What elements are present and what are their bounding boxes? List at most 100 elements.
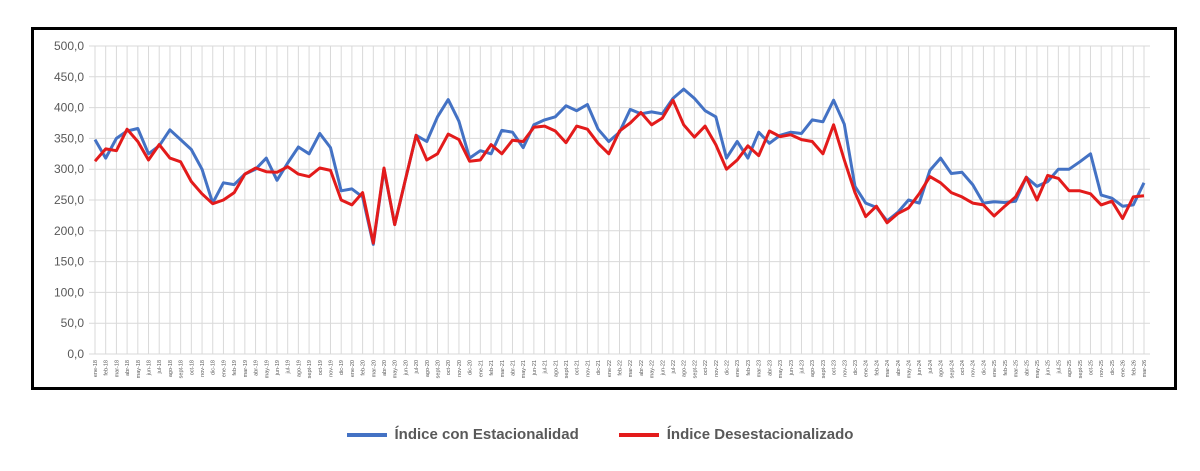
x-tick-label: feb-23	[746, 360, 752, 376]
x-tick-label: abr-21	[510, 360, 516, 376]
x-tick-label: oct-18	[189, 360, 195, 375]
x-tick-label: jun-21	[532, 360, 538, 376]
x-tick-label: mar-18	[114, 360, 120, 377]
x-tick-label: abr-22	[639, 360, 645, 376]
x-tick-label: mar-26	[1142, 360, 1148, 377]
x-tick-label: feb-19	[232, 360, 238, 376]
x-tick-label: may-21	[521, 360, 527, 378]
x-tick-label: jun-22	[660, 360, 666, 376]
x-tick-label: sept-22	[692, 360, 698, 378]
x-tick-label: abr-19	[254, 360, 260, 376]
x-tick-label: jun-19	[275, 360, 281, 376]
x-tick-label: ago-23	[810, 360, 816, 377]
y-tick-label: 200,0	[54, 224, 84, 238]
x-tick-label: sept-23	[821, 360, 827, 378]
x-tick-label: jun-23	[789, 360, 795, 376]
x-tick-label: may-25	[1035, 360, 1041, 378]
x-tick-label: oct-19	[318, 360, 324, 375]
x-tick-label: jul-21	[543, 360, 549, 374]
x-tick-label: abr-24	[896, 360, 902, 376]
x-tick-label: jun-25	[1046, 360, 1052, 376]
x-tick-label: ene-24	[864, 360, 870, 377]
x-tick-label: ago-19	[296, 360, 302, 377]
x-tick-label: nov-18	[200, 360, 206, 377]
x-tick-label: ene-18	[93, 360, 99, 377]
x-tick-label: jun-18	[147, 360, 153, 376]
y-tick-label: 350,0	[54, 131, 84, 145]
y-tick-label: 400,0	[54, 101, 84, 115]
x-tick-label: dic-24	[981, 360, 987, 375]
x-tick-label: dic-19	[339, 360, 345, 375]
x-tick-label: dic-22	[725, 360, 731, 375]
x-tick-label: ago-18	[168, 360, 174, 377]
x-tick-label: may-20	[393, 360, 399, 378]
x-tick-label: ene-19	[221, 360, 227, 377]
x-tick-label: feb-22	[618, 360, 624, 376]
x-tick-label: feb-26	[1131, 360, 1137, 376]
x-tick-label: ene-21	[478, 360, 484, 377]
x-tick-label: abr-25	[1024, 360, 1030, 376]
x-tick-label: nov-22	[714, 360, 720, 377]
x-tick-label: may-24	[907, 360, 913, 378]
x-tick-label: may-22	[650, 360, 656, 378]
x-tick-label: dic-18	[211, 360, 217, 375]
x-tick-label: feb-25	[1003, 360, 1009, 376]
x-tick-label: sept-20	[436, 360, 442, 378]
x-tick-label: nov-25	[1099, 360, 1105, 377]
x-tick-label: mar-20	[371, 360, 377, 377]
x-tick-label: mar-24	[885, 360, 891, 377]
x-tick-label: oct-23	[832, 360, 838, 375]
y-tick-label: 150,0	[54, 255, 84, 269]
x-tick-label: oct-24	[960, 360, 966, 375]
x-tick-label: jul-20	[414, 360, 420, 374]
y-tick-label: 50,0	[61, 316, 85, 330]
x-tick-label: sept-19	[307, 360, 313, 378]
x-tick-label: feb-18	[104, 360, 110, 376]
x-tick-label: abr-18	[125, 360, 131, 376]
legend-item-deseasonalized: Índice Desestacionalizado	[618, 426, 854, 443]
x-tick-label: abr-23	[767, 360, 773, 376]
x-tick-label: feb-24	[874, 360, 880, 376]
x-tick-label: jun-20	[403, 360, 409, 376]
x-tick-label: abr-20	[382, 360, 388, 376]
x-tick-label: oct-22	[703, 360, 709, 375]
x-tick-label: oct-20	[446, 360, 452, 375]
x-tick-label: sept-18	[179, 360, 185, 378]
x-tick-label: jul-24	[928, 360, 934, 374]
x-tick-label: dic-20	[468, 360, 474, 375]
x-tick-label: ene-23	[735, 360, 741, 377]
legend-label: Índice Desestacionalizado	[666, 426, 854, 443]
legend-item-seasonal: Índice con Estacionalidad	[346, 426, 579, 443]
x-tick-label: jul-18	[157, 360, 163, 374]
x-tick-label: dic-25	[1110, 360, 1116, 375]
x-tick-label: nov-20	[457, 360, 463, 377]
x-tick-label: may-18	[136, 360, 142, 378]
y-tick-label: 0,0	[67, 347, 84, 361]
line-chart: 0,0 50,0 100,0 150,0 200,0 250,0 300,0 350,0 400…	[54, 39, 1150, 378]
x-tick-label: mar-23	[757, 360, 763, 377]
x-tick-label: feb-20	[361, 360, 367, 376]
x-tick-label: mar-19	[243, 360, 249, 377]
legend-swatch-blue	[346, 432, 387, 437]
x-tick-label: jun-24	[917, 360, 923, 376]
legend-label: Índice con Estacionalidad	[394, 426, 579, 443]
x-tick-label: mar-21	[500, 360, 506, 377]
x-tick-label: mar-22	[628, 360, 634, 377]
x-tick-label: nov-21	[585, 360, 591, 377]
x-tick-label: nov-24	[971, 360, 977, 377]
x-tick-label: ago-24	[939, 360, 945, 377]
x-tick-label: oct-25	[1088, 360, 1094, 375]
x-tick-label: oct-21	[575, 360, 581, 375]
x-tick-label: mar-25	[1014, 360, 1020, 377]
x-tick-label: ago-20	[425, 360, 431, 377]
x-tick-label: may-19	[264, 360, 270, 378]
x-tick-label: jul-25	[1056, 360, 1062, 374]
x-tick-label: nov-19	[328, 360, 334, 377]
x-tick-label: ene-26	[1121, 360, 1127, 377]
x-tick-label: jul-19	[286, 360, 292, 374]
x-tick-label: ene-20	[350, 360, 356, 377]
x-tick-label: jul-22	[671, 360, 677, 374]
x-tick-label: ene-25	[992, 360, 998, 377]
x-tick-label: ago-21	[553, 360, 559, 377]
x-tick-label: dic-21	[596, 360, 602, 375]
